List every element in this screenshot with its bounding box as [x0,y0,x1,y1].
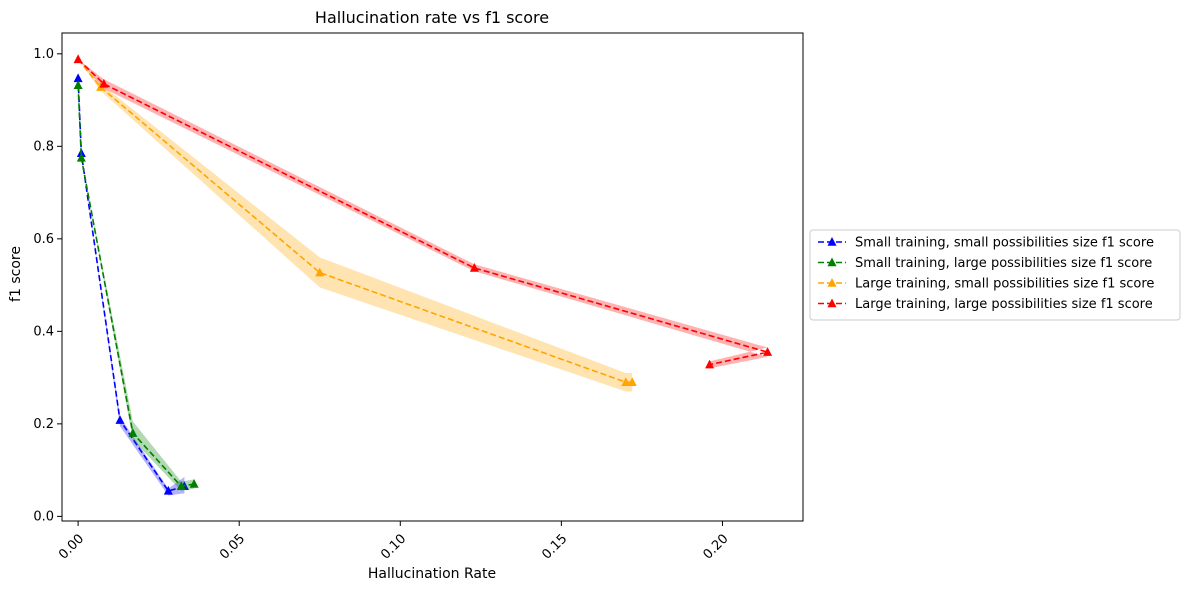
x-tick-label: 0.10 [378,531,409,562]
series-4-line [77,58,768,366]
legend-entry-label: Large training, small possibilities size… [855,277,1154,292]
series-1-point-3 [115,415,125,424]
series-4 [73,54,773,369]
series-2-point-1 [73,80,83,90]
y-tick-label: 0.6 [33,232,54,247]
legend-swatch-marker [827,237,837,246]
series-2-point-2 [76,152,86,162]
series-4-point-4 [763,347,773,356]
series-3 [73,54,637,392]
legend-swatch-marker [827,278,837,287]
x-tick-label: 0.15 [539,531,570,562]
legend-entry-label: Large training, large possibilities size… [855,297,1153,312]
series-4-point-2 [99,78,109,88]
legend-swatch-marker [827,298,837,308]
series-group [73,54,773,496]
series-2-point-5 [189,478,199,488]
series-2-point-3 [128,428,138,437]
series-3-line [77,58,633,384]
x-tick-label: 0.00 [56,531,87,562]
series-4-point-5 [705,359,715,369]
series-1-point-1 [73,73,83,83]
x-axis-label: Hallucination Rate [368,566,496,582]
series-1-point-4 [163,485,173,495]
chart-title: Hallucination rate vs f1 score [315,8,549,27]
y-tick-label: 0.4 [33,324,54,339]
series-2 [73,80,199,491]
series-4-point-1 [73,54,83,64]
legend-swatch-marker [827,257,837,267]
series-3-point-4 [621,377,631,386]
legend-entry-label: Small training, large possibilities size… [855,256,1152,271]
y-tick-label: 1.0 [33,47,54,62]
y-tick-label: 0.8 [33,139,54,154]
y-tick-label: 0.2 [33,417,54,432]
legend-entry-label: Small training, small possibilities size… [855,236,1154,251]
plot-frame [61,32,804,522]
series-3-point-5 [627,377,637,386]
x-tick-label: 0.05 [217,531,248,562]
series-4-point-3 [469,262,479,272]
series-3-confidence-band [78,59,633,392]
series-2-point-4 [176,481,186,491]
x-tick-label: 0.20 [700,531,731,562]
legend: Small training, small possibilities size… [809,229,1181,321]
y-tick-label: 0.0 [33,509,54,524]
plot-area [73,54,773,496]
series-3-point-3 [315,267,325,277]
y-axis-label: f1 score [8,246,24,302]
legend-box [809,229,1181,321]
